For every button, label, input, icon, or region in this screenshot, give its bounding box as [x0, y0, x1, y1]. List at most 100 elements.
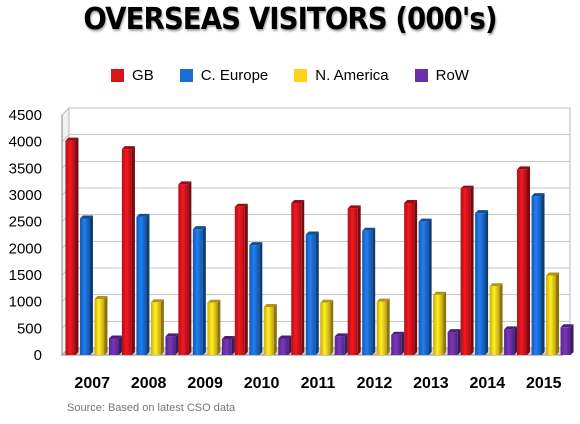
- chart-legend: GB C. Europe N. America RoW: [0, 64, 580, 86]
- bar-side: [344, 333, 348, 355]
- bar: [531, 196, 542, 355]
- bar-side: [75, 137, 79, 355]
- bar-side: [259, 242, 263, 355]
- bar-side: [428, 218, 432, 355]
- bar-top: [108, 335, 122, 339]
- bar: [65, 140, 76, 355]
- legend-label: GB: [132, 66, 154, 84]
- bar-top: [165, 333, 179, 337]
- bar: [347, 208, 358, 355]
- gridline: [61, 134, 570, 143]
- legend-item: GB: [111, 64, 154, 86]
- bar: [221, 339, 232, 355]
- bar: [517, 169, 528, 355]
- bar: [234, 206, 245, 355]
- bar-side: [372, 227, 376, 355]
- bar: [121, 149, 132, 355]
- bar-side: [273, 304, 277, 355]
- bar-top: [517, 166, 531, 170]
- bar-side: [288, 335, 292, 355]
- bar-top: [291, 200, 305, 203]
- bar-top: [433, 291, 447, 295]
- x-tick-label: 2012: [357, 375, 393, 392]
- bar-side: [527, 166, 531, 355]
- y-tick-label: 1000: [9, 294, 42, 311]
- bar-top: [192, 226, 206, 230]
- bar: [79, 218, 90, 355]
- bar-side: [330, 299, 334, 355]
- bar: [418, 221, 429, 355]
- bar: [165, 336, 176, 355]
- bar-top: [418, 218, 432, 222]
- bar-top: [320, 299, 334, 303]
- bar-top: [404, 200, 418, 203]
- bar-top: [489, 283, 503, 287]
- bar: [192, 229, 203, 355]
- bar: [362, 230, 373, 355]
- bar-side: [443, 291, 447, 355]
- bar: [136, 216, 147, 355]
- bar-side: [570, 324, 574, 355]
- bar: [305, 234, 316, 355]
- bar-side: [175, 333, 179, 355]
- bar-side: [357, 205, 361, 355]
- bar-side: [470, 185, 474, 355]
- bar-side: [485, 210, 489, 355]
- bar: [560, 327, 571, 355]
- bar-top: [376, 298, 390, 302]
- bar-top: [447, 329, 461, 333]
- legend-label: RoW: [435, 66, 469, 84]
- legend-item: C. Europe: [179, 64, 269, 86]
- gridline: [61, 107, 570, 116]
- bar-side: [386, 298, 390, 355]
- bar-side: [188, 181, 192, 355]
- bar: [178, 184, 189, 355]
- x-tick-label: 2010: [244, 375, 280, 392]
- bar-side: [146, 213, 150, 355]
- bar-top: [121, 146, 135, 150]
- legend-swatch: [414, 68, 428, 82]
- bar-chart: 0 500 1000 1500 2000 2500 3000 3500 4000 4500 2007…: [9, 106, 574, 392]
- bar-top: [362, 227, 376, 231]
- x-tick-label: 2015: [526, 375, 562, 392]
- bar-side: [499, 283, 503, 355]
- bar: [475, 213, 486, 355]
- y-tick-label: 500: [17, 320, 42, 337]
- bar: [334, 336, 345, 355]
- bar-side: [160, 299, 164, 355]
- bar-side: [231, 336, 235, 355]
- bar: [433, 294, 444, 355]
- bar: [278, 338, 289, 355]
- bar-top: [391, 331, 405, 335]
- bar: [404, 203, 415, 355]
- bar: [391, 334, 402, 355]
- bar: [447, 332, 458, 355]
- legend-label: C. Europe: [200, 66, 269, 84]
- bar-top: [221, 336, 235, 339]
- bar-side: [217, 299, 221, 355]
- bar-side: [202, 226, 206, 355]
- bar-top: [249, 242, 263, 246]
- y-tick-label: 2500: [9, 214, 42, 231]
- bar-side: [401, 331, 405, 355]
- bar-side: [131, 146, 135, 355]
- bar-top: [460, 185, 474, 189]
- bar-side: [556, 272, 560, 355]
- legend-label: N. America: [315, 66, 389, 84]
- y-tick-label: 4000: [9, 134, 42, 151]
- bar-top: [347, 205, 361, 209]
- bar-top: [94, 296, 108, 299]
- bar: [207, 302, 218, 355]
- bar: [94, 299, 105, 355]
- x-tick-label: 2008: [131, 375, 167, 392]
- bar: [460, 188, 471, 355]
- chart-title: OVERSEAS VISITORS (000's): [83, 2, 497, 37]
- bar-top: [150, 299, 164, 303]
- bar: [249, 245, 260, 355]
- legend-swatch: [111, 68, 125, 82]
- bar-top: [136, 213, 150, 217]
- legend-item: RoW: [414, 64, 469, 86]
- x-tick-label: 2013: [413, 375, 449, 392]
- bar-top: [263, 304, 277, 307]
- y-tick-label: 3000: [9, 187, 42, 204]
